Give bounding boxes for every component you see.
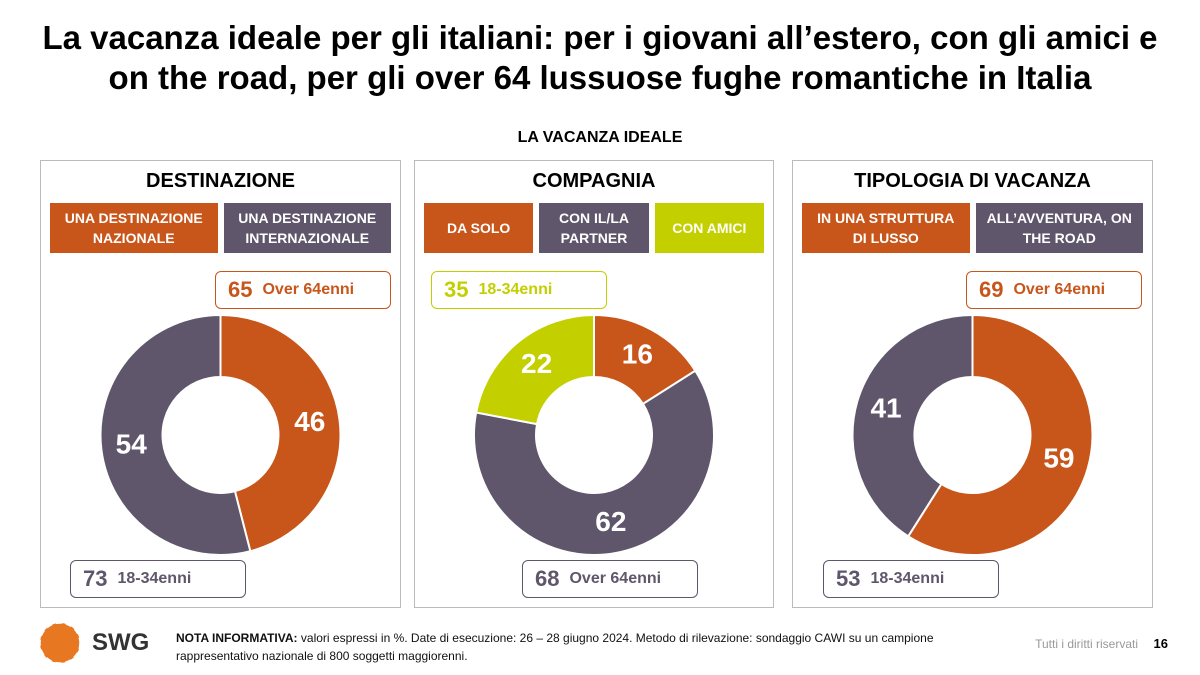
legend-item: UNA DESTINAZIONE NAZIONALE [50,203,218,253]
callout-label: Over 64enni [1013,281,1106,298]
donut-slice [473,369,715,556]
donut-slice [219,313,342,553]
callout: 65 Over 64enni [215,271,391,309]
data-label: 46 [294,406,325,437]
callout-value: 65 [228,277,253,302]
callout-value: 68 [535,566,560,591]
panel [414,160,774,608]
chart-title: COMPAGNIA [532,170,656,192]
chart-title: TIPOLOGIA DI VACANZA [854,170,1091,192]
donut-slice [99,313,252,556]
legend-item: CON IL/LA PARTNER [539,203,649,253]
panel [792,160,1153,608]
note-label: NOTA INFORMATIVA: [176,631,298,645]
footnote: NOTA INFORMATIVA: valori espressi in %. … [176,629,976,665]
callout: 68 Over 64enni [522,560,698,598]
logo-icon [40,623,80,663]
legend-item: CON AMICI [654,203,764,253]
callout-value: 35 [444,277,469,302]
donut-slice [474,313,595,426]
callout: 35 18-34enni [431,271,607,309]
note-text: valori espressi in %. Date di esecuzione… [176,631,934,663]
donut-slice [906,313,1094,556]
data-label: 41 [870,392,901,423]
data-label: 62 [595,506,626,537]
logo: SWG [92,629,150,656]
callout: 53 18-34enni [823,560,999,598]
rights: Tutti i diritti riservati [1035,637,1138,651]
callout: 69 Over 64enni [966,271,1142,309]
slide-title: La vacanza ideale per gli italiani: per … [42,19,1158,96]
legend-item: ALL’AVVENTURA, ON THE ROAD [975,203,1143,253]
chart-title: DESTINAZIONE [146,170,295,192]
legend-item: DA SOLO [424,203,534,253]
data-label: 59 [1043,442,1074,473]
legend-item: UNA DESTINAZIONE INTERNAZIONALE [223,203,391,253]
data-label: 16 [622,339,653,370]
callout-value: 53 [836,566,861,591]
donut-slice [851,313,974,538]
legend-item: IN UNA STRUTTURA DI LUSSO [802,203,970,253]
panel [40,160,401,608]
callout-label: 18-34enni [478,281,553,298]
callout: 73 18-34enni [70,560,246,598]
data-label: 22 [521,348,552,379]
callout-label: 18-34enni [117,570,192,587]
logo-icon-pattern [39,622,81,664]
callout-label: Over 64enni [569,570,662,587]
callout-label: 18-34enni [870,570,945,587]
callout-value: 73 [83,566,108,591]
callout-label: Over 64enni [262,281,355,298]
page-number: 16 [1153,636,1168,651]
subtitle: LA VACANZA IDEALE [517,129,683,146]
data-label: 54 [116,429,148,460]
callout-value: 69 [979,277,1004,302]
